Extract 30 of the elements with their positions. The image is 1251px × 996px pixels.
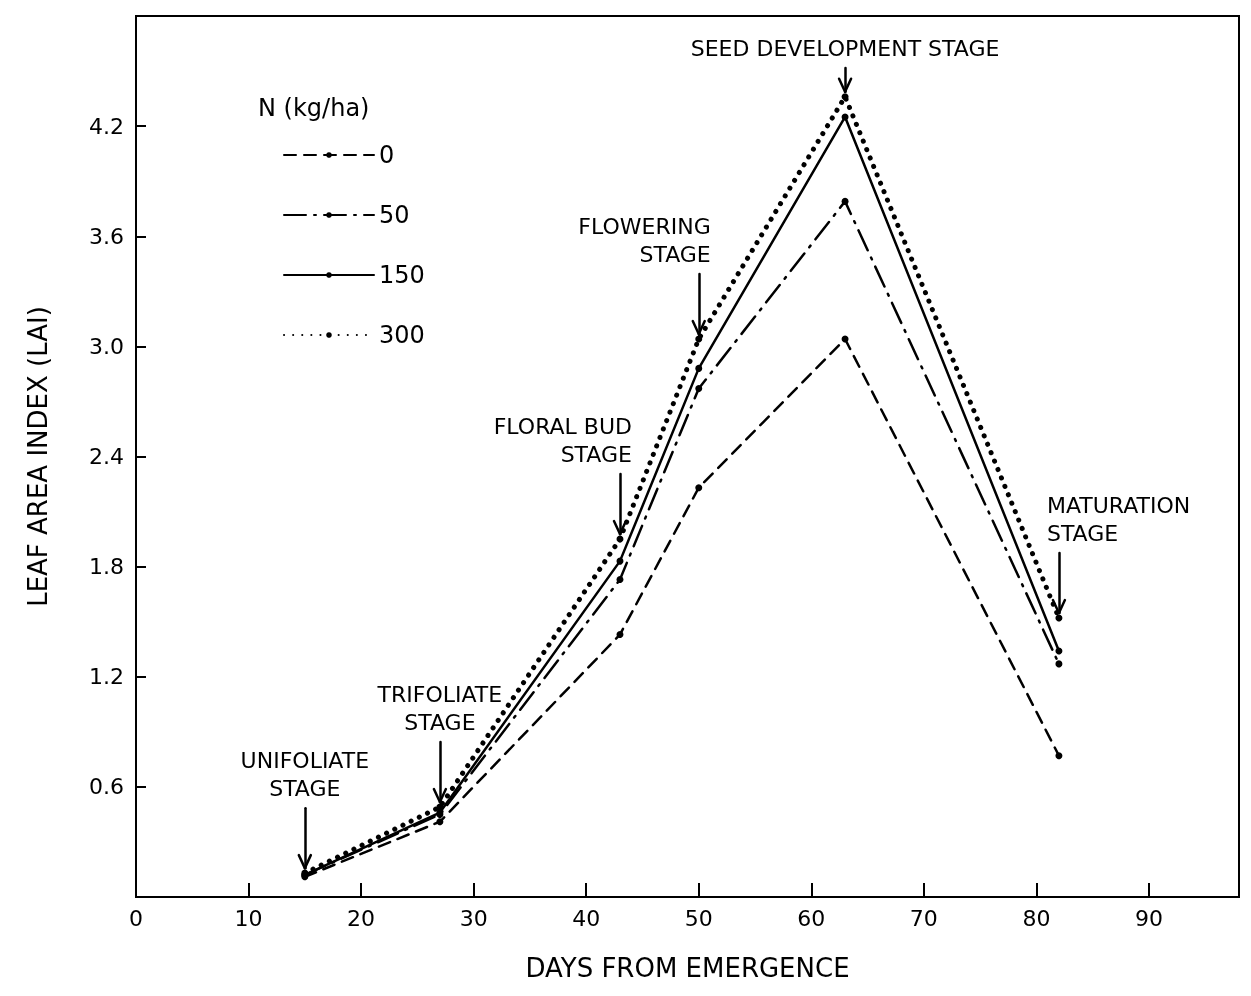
x-tick-label: 90 [1134,905,1163,931]
x-axis-title: DAYS FROM EMERGENCE [525,953,850,983]
x-tick-label: 50 [684,905,713,931]
x-tick-label: 40 [572,905,601,931]
x-tick-label: 80 [1022,905,1051,931]
legend-label: 300 [379,321,425,349]
legend-label: 50 [379,201,410,229]
annotation: SEED DEVELOPMENT STAGE [690,35,1000,61]
y-tick-label: 4.2 [89,113,124,139]
x-tick-label: 70 [909,905,938,931]
legend-label: 150 [379,261,425,289]
annotation: UNIFOLIATE STAGE [240,747,370,801]
x-tick-label: 60 [797,905,826,931]
y-tick-label: 1.8 [89,554,124,580]
x-tick-label: 0 [129,905,143,931]
annotation: MATURATION STAGE [1046,492,1191,546]
legend-label: 0 [379,141,395,169]
y-tick-label: 0.6 [89,774,124,800]
annotation: TRIFOLIATE STAGE [376,681,503,735]
annotation: FLORAL BUD STAGE [493,413,632,467]
y-tick-label: 3.6 [89,223,124,249]
legend-title: N (kg/ha) [258,94,370,122]
y-tick-label: 2.4 [89,444,124,469]
y-axis-title: LEAF AREA INDEX (LAI) [23,306,53,607]
x-tick-label: 20 [347,905,376,931]
annotation: FLOWERING STAGE [578,213,711,267]
x-tick-label: 10 [234,905,263,931]
y-tick-label: 3.0 [89,333,124,359]
x-tick-label: 30 [459,905,488,931]
y-tick-label: 1.2 [89,664,124,690]
